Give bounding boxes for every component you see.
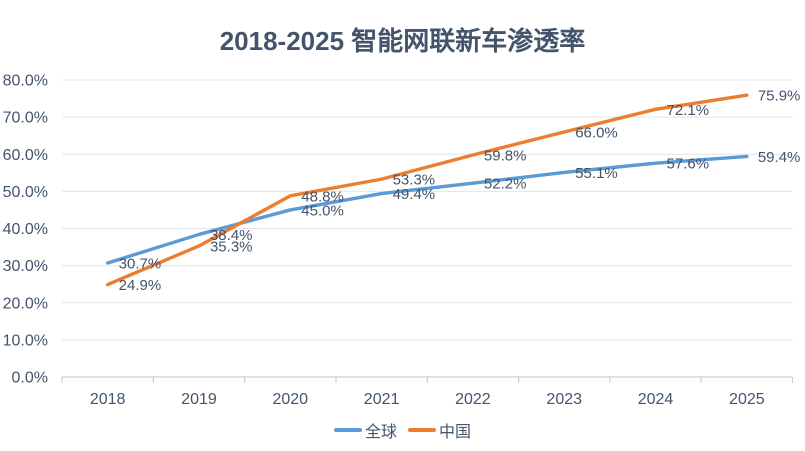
legend: 全球 中国	[0, 418, 805, 442]
x-tick-label: 2025	[729, 391, 765, 408]
y-tick-label: 70.0%	[3, 110, 48, 127]
data-label-global-2021: 49.4%	[393, 186, 436, 203]
data-label-china-2025: 75.9%	[758, 88, 801, 105]
data-label-global-2018: 30.7%	[119, 256, 162, 273]
data-label-china-2021: 53.3%	[393, 172, 436, 189]
data-label-global-2023: 55.1%	[575, 165, 618, 182]
legend-swatch-china-icon	[408, 428, 436, 432]
x-tick-label: 2021	[364, 391, 400, 408]
y-tick-label: 40.0%	[3, 221, 48, 238]
series-line-global	[105, 154, 749, 265]
x-tick-label: 2023	[546, 391, 582, 408]
legend-label-china: 中国	[439, 424, 472, 441]
x-tick-label: 2019	[181, 391, 217, 408]
legend-swatch-global-icon	[333, 428, 362, 432]
legend-label-global: 全球	[364, 424, 397, 441]
data-label-global-2025: 59.4%	[758, 149, 801, 166]
data-label-china-2018: 24.9%	[119, 277, 162, 294]
x-tick-label: 2022	[455, 391, 491, 408]
data-label-china-2019: 35.3%	[210, 238, 253, 255]
y-tick-label: 10.0%	[3, 332, 48, 349]
data-label-global-2020: 45.0%	[301, 202, 344, 219]
y-tick-label: 50.0%	[3, 184, 48, 201]
y-tick-label: 30.0%	[3, 258, 48, 275]
x-tick-label: 2018	[90, 391, 126, 408]
series-line-china	[105, 93, 749, 287]
y-tick-label: 0.0%	[12, 370, 48, 387]
x-tick-label: 2024	[638, 391, 674, 408]
data-label-china-2020: 48.8%	[301, 188, 344, 205]
y-tick-label: 80.0%	[3, 73, 48, 90]
legend-item-global: 全球	[333, 418, 397, 442]
data-label-global-2024: 57.6%	[667, 156, 710, 173]
y-tick-label: 20.0%	[3, 295, 48, 312]
data-label-china-2024: 72.1%	[667, 102, 710, 119]
chart-title: 2018-2025 智能网联新车渗透率	[219, 26, 586, 56]
legend-item-china: 中国	[408, 418, 471, 442]
data-label-china-2023: 66.0%	[575, 124, 618, 141]
x-tick-label: 2020	[272, 391, 308, 408]
data-label-china-2022: 59.8%	[484, 147, 527, 164]
y-tick-label: 60.0%	[3, 147, 48, 164]
data-label-global-2022: 52.2%	[484, 176, 527, 193]
data-label-global-2019: 38.4%	[210, 227, 253, 244]
